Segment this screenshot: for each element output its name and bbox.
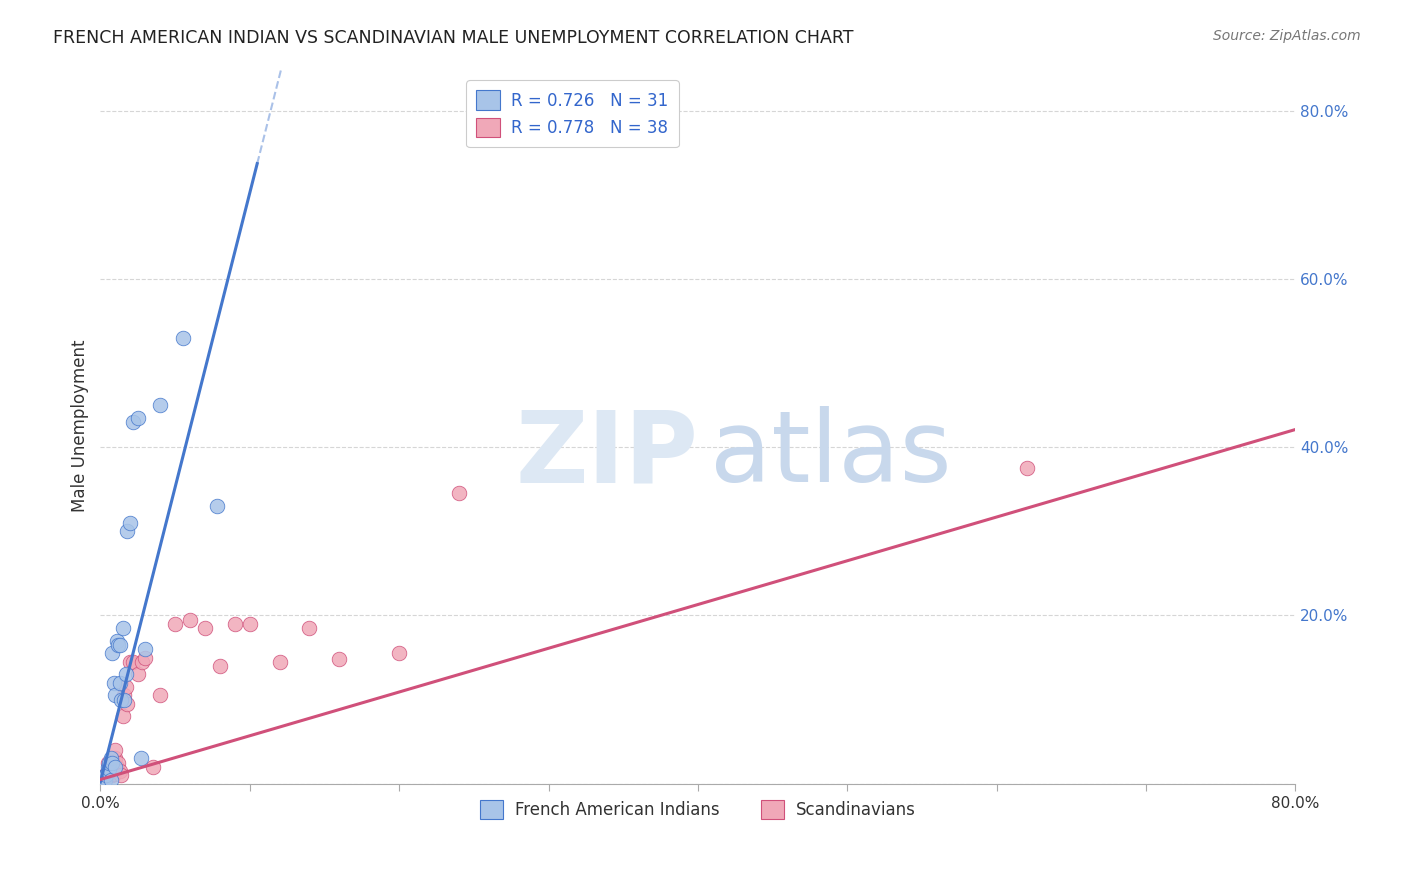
Point (105, 760, 128, 774)
Point (96, 770, 118, 784)
Point (108, 675, 131, 690)
Text: ZIP: ZIP (515, 406, 697, 503)
Point (142, 760, 165, 774)
Point (98, 760, 121, 774)
Point (388, 646, 411, 660)
Point (172, 331, 194, 345)
Point (110, 692, 132, 706)
Point (149, 689, 172, 703)
Point (112, 692, 135, 706)
Point (269, 655, 291, 669)
Point (114, 667, 136, 681)
Point (104, 743, 127, 757)
Point (105, 633, 128, 648)
Point (122, 655, 145, 669)
Point (194, 621, 217, 635)
Point (100, 762, 122, 776)
Point (328, 652, 350, 666)
Point (107, 638, 129, 652)
Point (298, 621, 321, 635)
Point (108, 764, 131, 778)
Point (94, 772, 117, 787)
Point (127, 410, 149, 425)
Point (134, 650, 156, 665)
Y-axis label: Male Unemployment: Male Unemployment (72, 340, 89, 512)
Point (101, 756, 124, 770)
Point (96, 768, 118, 782)
Text: FRENCH AMERICAN INDIAN VS SCANDINAVIAN MALE UNEMPLOYMENT CORRELATION CHART: FRENCH AMERICAN INDIAN VS SCANDINAVIAN M… (53, 29, 853, 46)
Point (120, 516, 142, 530)
Point (131, 655, 153, 669)
Point (98, 756, 121, 770)
Point (94, 768, 117, 782)
Point (115, 524, 138, 539)
Point (100, 751, 122, 765)
Point (208, 659, 231, 673)
Point (91, 772, 114, 787)
Point (104, 760, 127, 774)
Point (97, 764, 120, 778)
Point (163, 616, 186, 631)
Point (97, 756, 120, 770)
Point (97, 764, 120, 778)
Point (114, 680, 136, 694)
Point (111, 621, 134, 635)
Point (120, 655, 142, 669)
Point (107, 756, 129, 770)
Point (129, 751, 152, 765)
Point (104, 689, 127, 703)
Point (108, 638, 131, 652)
Point (103, 766, 125, 780)
Point (205, 499, 228, 513)
Point (447, 486, 470, 500)
Point (100, 772, 122, 787)
Point (122, 415, 145, 429)
Point (1015, 461, 1038, 475)
Point (127, 667, 149, 681)
Point (91, 770, 114, 784)
Point (115, 697, 138, 711)
Point (179, 613, 201, 627)
Point (110, 768, 132, 782)
Point (239, 616, 262, 631)
Point (112, 689, 135, 703)
Point (111, 709, 134, 723)
Point (149, 398, 172, 412)
Legend: French American Indians, Scandinavians: French American Indians, Scandinavians (474, 793, 922, 825)
Point (97, 760, 120, 774)
Point (101, 768, 124, 782)
Point (104, 751, 127, 765)
Point (103, 675, 125, 690)
Point (101, 646, 124, 660)
Text: Source: ZipAtlas.com: Source: ZipAtlas.com (1213, 29, 1361, 43)
Point (98, 762, 121, 776)
Point (224, 616, 246, 631)
Text: atlas: atlas (710, 406, 952, 503)
Point (134, 642, 156, 657)
